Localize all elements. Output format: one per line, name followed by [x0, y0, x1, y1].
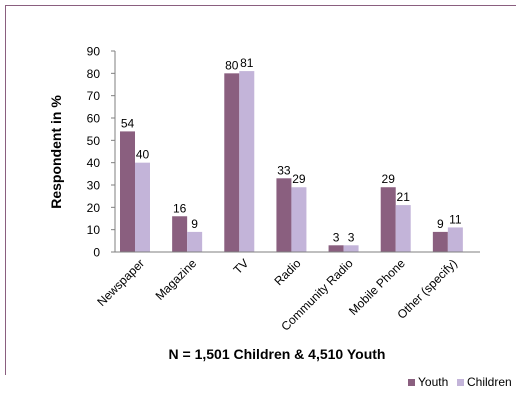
bar-youth: [380, 187, 396, 252]
data-label: 9: [191, 217, 198, 231]
data-label: 29: [292, 172, 306, 186]
x-tick-label: Radio: [271, 256, 303, 288]
y-axis-title: Respondent in %: [48, 95, 64, 209]
bar-youth: [276, 178, 292, 252]
data-label: 33: [277, 163, 291, 177]
bar-children: [187, 231, 203, 252]
data-label: 11: [449, 212, 462, 226]
data-label: 80: [225, 58, 239, 72]
legend-swatch-youth: [408, 379, 415, 386]
bars: [120, 71, 463, 252]
bar-youth: [432, 231, 448, 252]
y-tick-label: 0: [93, 246, 100, 260]
y-tick-label: 40: [87, 156, 101, 170]
data-label: 9: [437, 217, 444, 231]
x-axis-title: N = 1,501 Children & 4,510 Youth: [169, 346, 386, 362]
y-tick-label: 60: [87, 112, 101, 126]
bar-children: [239, 71, 255, 252]
y-tick-label: 30: [87, 179, 101, 193]
y-tick-label: 80: [87, 67, 101, 81]
data-label: 16: [173, 201, 187, 215]
bar-children: [291, 187, 307, 252]
data-label: 40: [136, 148, 150, 162]
data-label: 21: [397, 190, 411, 204]
bar-youth: [328, 245, 344, 252]
y-tick-label: 10: [87, 223, 101, 237]
bar-children: [135, 162, 150, 252]
data-label: 3: [333, 230, 340, 244]
y-axis: 0 10 20 30 40 50 60 70 80 90: [87, 45, 116, 260]
bar-children: [395, 205, 411, 252]
legend: Youth Children: [408, 375, 512, 389]
legend-label: Youth: [418, 375, 448, 389]
y-tick-label: 20: [87, 201, 101, 215]
y-tick-label: 70: [87, 89, 101, 103]
bar-children: [447, 227, 463, 252]
bar-children: [343, 245, 359, 252]
bar-youth: [224, 73, 240, 252]
x-tick-label: Magazine: [153, 256, 200, 303]
x-tick-label: Newspaper: [94, 256, 147, 309]
data-label: 81: [240, 56, 254, 70]
chart-frame: [5, 5, 516, 375]
data-label: 3: [348, 230, 355, 244]
y-tick-label: 90: [87, 45, 101, 59]
data-label: 54: [121, 116, 135, 130]
y-tick-label: 50: [87, 134, 101, 148]
bar-youth: [120, 131, 135, 252]
data-label: 29: [382, 172, 396, 186]
x-tick-label: TV: [231, 256, 252, 277]
legend-label: Children: [467, 375, 512, 389]
bar-youth: [172, 216, 188, 252]
legend-swatch-children: [457, 379, 464, 386]
